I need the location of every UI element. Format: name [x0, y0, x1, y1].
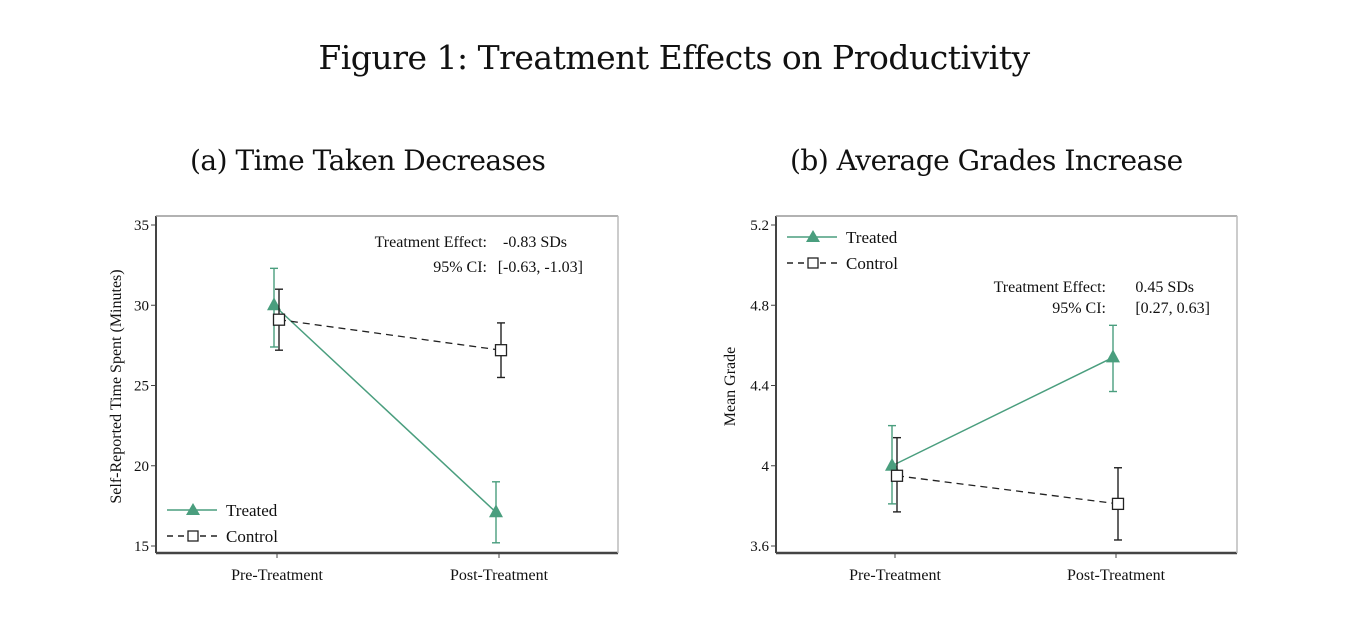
data-point-triangle: [1106, 349, 1120, 363]
series-line: [273, 304, 497, 513]
data-point-triangle: [267, 297, 281, 311]
legend-label: Treated: [226, 501, 278, 520]
series-treated: [267, 267, 503, 544]
panel-a: 15 20 25 30 35 Self-Reported Time Spent (Minu…: [108, 215, 619, 584]
y-tick-label: 4: [762, 459, 770, 475]
panel-b-title: (b) Average Grades Increase: [790, 144, 1183, 177]
y-tick-label: 15: [134, 539, 149, 555]
series-line: [891, 356, 1114, 467]
annotation-effect-label: Treatment Effect:: [994, 279, 1106, 296]
y-tick-label: 30: [134, 298, 149, 314]
series-line: [278, 319, 502, 351]
legend-label: Control: [226, 527, 278, 546]
y-tick-label: 35: [134, 218, 149, 234]
series-control: [890, 436, 1125, 541]
treatment-effect-annotation: Treatment Effect: -0.83 SDs 95% CI: [-0.63,…: [375, 234, 583, 276]
figure-title: Figure 1: Treatment Effects on Productiv…: [318, 38, 1030, 77]
annotation-ci-label: 95% CI:: [1052, 300, 1106, 317]
legend: Treated Control: [787, 228, 898, 273]
annotation-effect-label: Treatment Effect:: [375, 234, 487, 251]
treatment-effect-annotation: Treatment Effect: 0.45 SDs 95% CI: [0.27, 0…: [994, 279, 1210, 317]
y-tick-label: 4.8: [750, 298, 769, 314]
panel-a-title: (a) Time Taken Decreases: [190, 144, 546, 177]
data-point-triangle: [489, 504, 503, 518]
y-tick-label: 5.2: [750, 218, 769, 234]
annotation-ci-label: 95% CI:: [433, 259, 487, 276]
x-tick-label: Pre-Treatment: [849, 567, 941, 584]
series-line: [896, 475, 1119, 505]
y-tick-label: 3.6: [750, 539, 769, 555]
data-point-square: [494, 344, 508, 357]
legend-label: Control: [846, 254, 898, 273]
x-tick-label: Post-Treatment: [1067, 567, 1166, 584]
data-point-triangle: [885, 457, 899, 471]
legend-marker-triangle: [186, 503, 200, 515]
series-treated: [885, 324, 1120, 505]
legend-label: Treated: [846, 228, 898, 247]
panel-b: 3.6 4 4.4 4.8 5.2 Mean Grade Pre-Treatment Post…: [722, 215, 1238, 584]
legend-marker-square: [187, 530, 199, 542]
series-control: [272, 288, 508, 379]
annotation-ci-value: [-0.63, -1.03]: [498, 259, 583, 276]
y-axis-label: Mean Grade: [722, 347, 739, 427]
legend: Treated Control: [167, 501, 278, 546]
y-tick-label: 20: [134, 459, 149, 475]
y-tick-label: 4.4: [750, 379, 769, 395]
annotation-effect-value: -0.83 SDs: [503, 234, 567, 251]
x-tick-label: Post-Treatment: [450, 567, 549, 584]
legend-marker-square: [807, 257, 819, 269]
y-tick-label: 25: [134, 379, 149, 395]
legend-marker-triangle: [806, 230, 820, 242]
data-point-square: [890, 469, 904, 482]
y-axis-label: Self-Reported Time Spent (Minutes): [108, 269, 125, 503]
annotation-ci-value: [0.27, 0.63]: [1135, 300, 1210, 317]
data-point-square: [272, 313, 286, 326]
data-point-square: [1111, 497, 1125, 511]
x-tick-label: Pre-Treatment: [231, 567, 323, 584]
annotation-effect-value: 0.45 SDs: [1135, 279, 1194, 296]
